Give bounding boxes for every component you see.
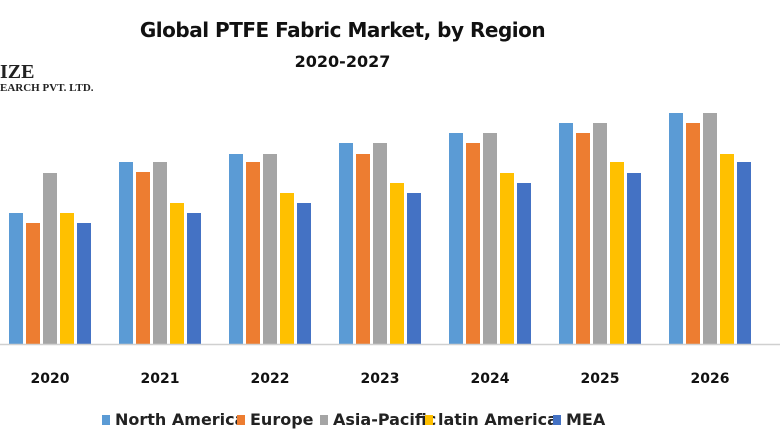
bar-mea-2020 bbox=[77, 223, 91, 344]
bar-asia-pacific-2021 bbox=[153, 162, 167, 344]
bar-europe-2025 bbox=[576, 133, 590, 344]
logo-line-1: IZE bbox=[0, 61, 35, 83]
legend-swatch bbox=[425, 414, 433, 425]
bar-latin-america-2026 bbox=[720, 154, 734, 344]
bar-europe-2024 bbox=[466, 143, 480, 344]
bar-europe-2023 bbox=[356, 154, 370, 344]
bar-north-america-2021 bbox=[119, 162, 133, 344]
chart-subtitle: 2020-2027 bbox=[294, 52, 391, 71]
legend-swatch bbox=[237, 414, 245, 425]
legend-item-latin-america: latin America bbox=[425, 410, 558, 429]
bar-latin-america-2024 bbox=[500, 173, 514, 344]
bar-mea-2022 bbox=[297, 203, 311, 344]
legend-label: Europe bbox=[250, 410, 314, 429]
bar-chart: 2020 2021 2022 2023 2024 2025 2026 bbox=[0, 113, 780, 387]
bar-europe-2026 bbox=[686, 123, 700, 344]
legend-item-mea: MEA bbox=[553, 410, 605, 429]
bar-asia-pacific-2023 bbox=[373, 143, 387, 344]
bar-latin-america-2023 bbox=[390, 183, 404, 344]
x-tick-label: 2026 bbox=[691, 371, 730, 387]
legend-item-europe: Europe bbox=[237, 410, 314, 429]
legend-label: Asia-Pacific bbox=[333, 410, 437, 429]
x-tick-label: 2022 bbox=[251, 371, 290, 387]
bar-latin-america-2025 bbox=[610, 162, 624, 344]
logo-line-2: EARCH PVT. LTD. bbox=[0, 82, 94, 94]
x-tick-label: 2025 bbox=[581, 371, 620, 387]
x-tick-label: 2023 bbox=[361, 371, 400, 387]
bar-latin-america-2021 bbox=[170, 203, 184, 344]
bar-europe-2022 bbox=[246, 162, 260, 344]
x-tick-label: 2024 bbox=[471, 371, 510, 387]
company-logo: IZE EARCH PVT. LTD. bbox=[0, 62, 94, 94]
bar-latin-america-2020 bbox=[60, 213, 74, 344]
bar-europe-2020 bbox=[26, 223, 40, 344]
bar-mea-2025 bbox=[627, 173, 641, 344]
bar-mea-2024 bbox=[517, 183, 531, 344]
bar-north-america-2026 bbox=[669, 113, 683, 344]
bar-north-america-2023 bbox=[339, 143, 353, 344]
legend-swatch bbox=[320, 414, 328, 425]
legend: North America Europe Asia-Pacific latin … bbox=[0, 410, 780, 434]
x-tick-label: 2020 bbox=[31, 371, 70, 387]
legend-item-north-america: North America bbox=[102, 410, 245, 429]
chart-title: Global PTFE Fabric Market, by Region bbox=[139, 18, 546, 42]
legend-item-asia-pacific: Asia-Pacific bbox=[320, 410, 436, 429]
legend-swatch bbox=[102, 414, 110, 425]
bar-asia-pacific-2024 bbox=[483, 133, 497, 344]
bar-asia-pacific-2020 bbox=[43, 173, 57, 344]
bar-europe-2021 bbox=[136, 172, 150, 344]
x-tick-label: 2021 bbox=[141, 371, 180, 387]
legend-label: North America bbox=[115, 410, 246, 429]
legend-swatch bbox=[553, 414, 561, 425]
bar-asia-pacific-2026 bbox=[703, 113, 717, 344]
legend-label: latin America bbox=[438, 410, 558, 429]
bar-mea-2021 bbox=[187, 213, 201, 344]
bar-mea-2026 bbox=[737, 162, 751, 344]
bar-north-america-2025 bbox=[559, 123, 573, 344]
bar-north-america-2024 bbox=[449, 133, 463, 344]
bar-asia-pacific-2025 bbox=[593, 123, 607, 344]
bar-north-america-2022 bbox=[229, 154, 243, 344]
bar-mea-2023 bbox=[407, 193, 421, 344]
bar-asia-pacific-2022 bbox=[263, 154, 277, 344]
bar-north-america-2020 bbox=[9, 213, 23, 344]
legend-label: MEA bbox=[566, 410, 606, 429]
bar-latin-america-2022 bbox=[280, 193, 294, 344]
